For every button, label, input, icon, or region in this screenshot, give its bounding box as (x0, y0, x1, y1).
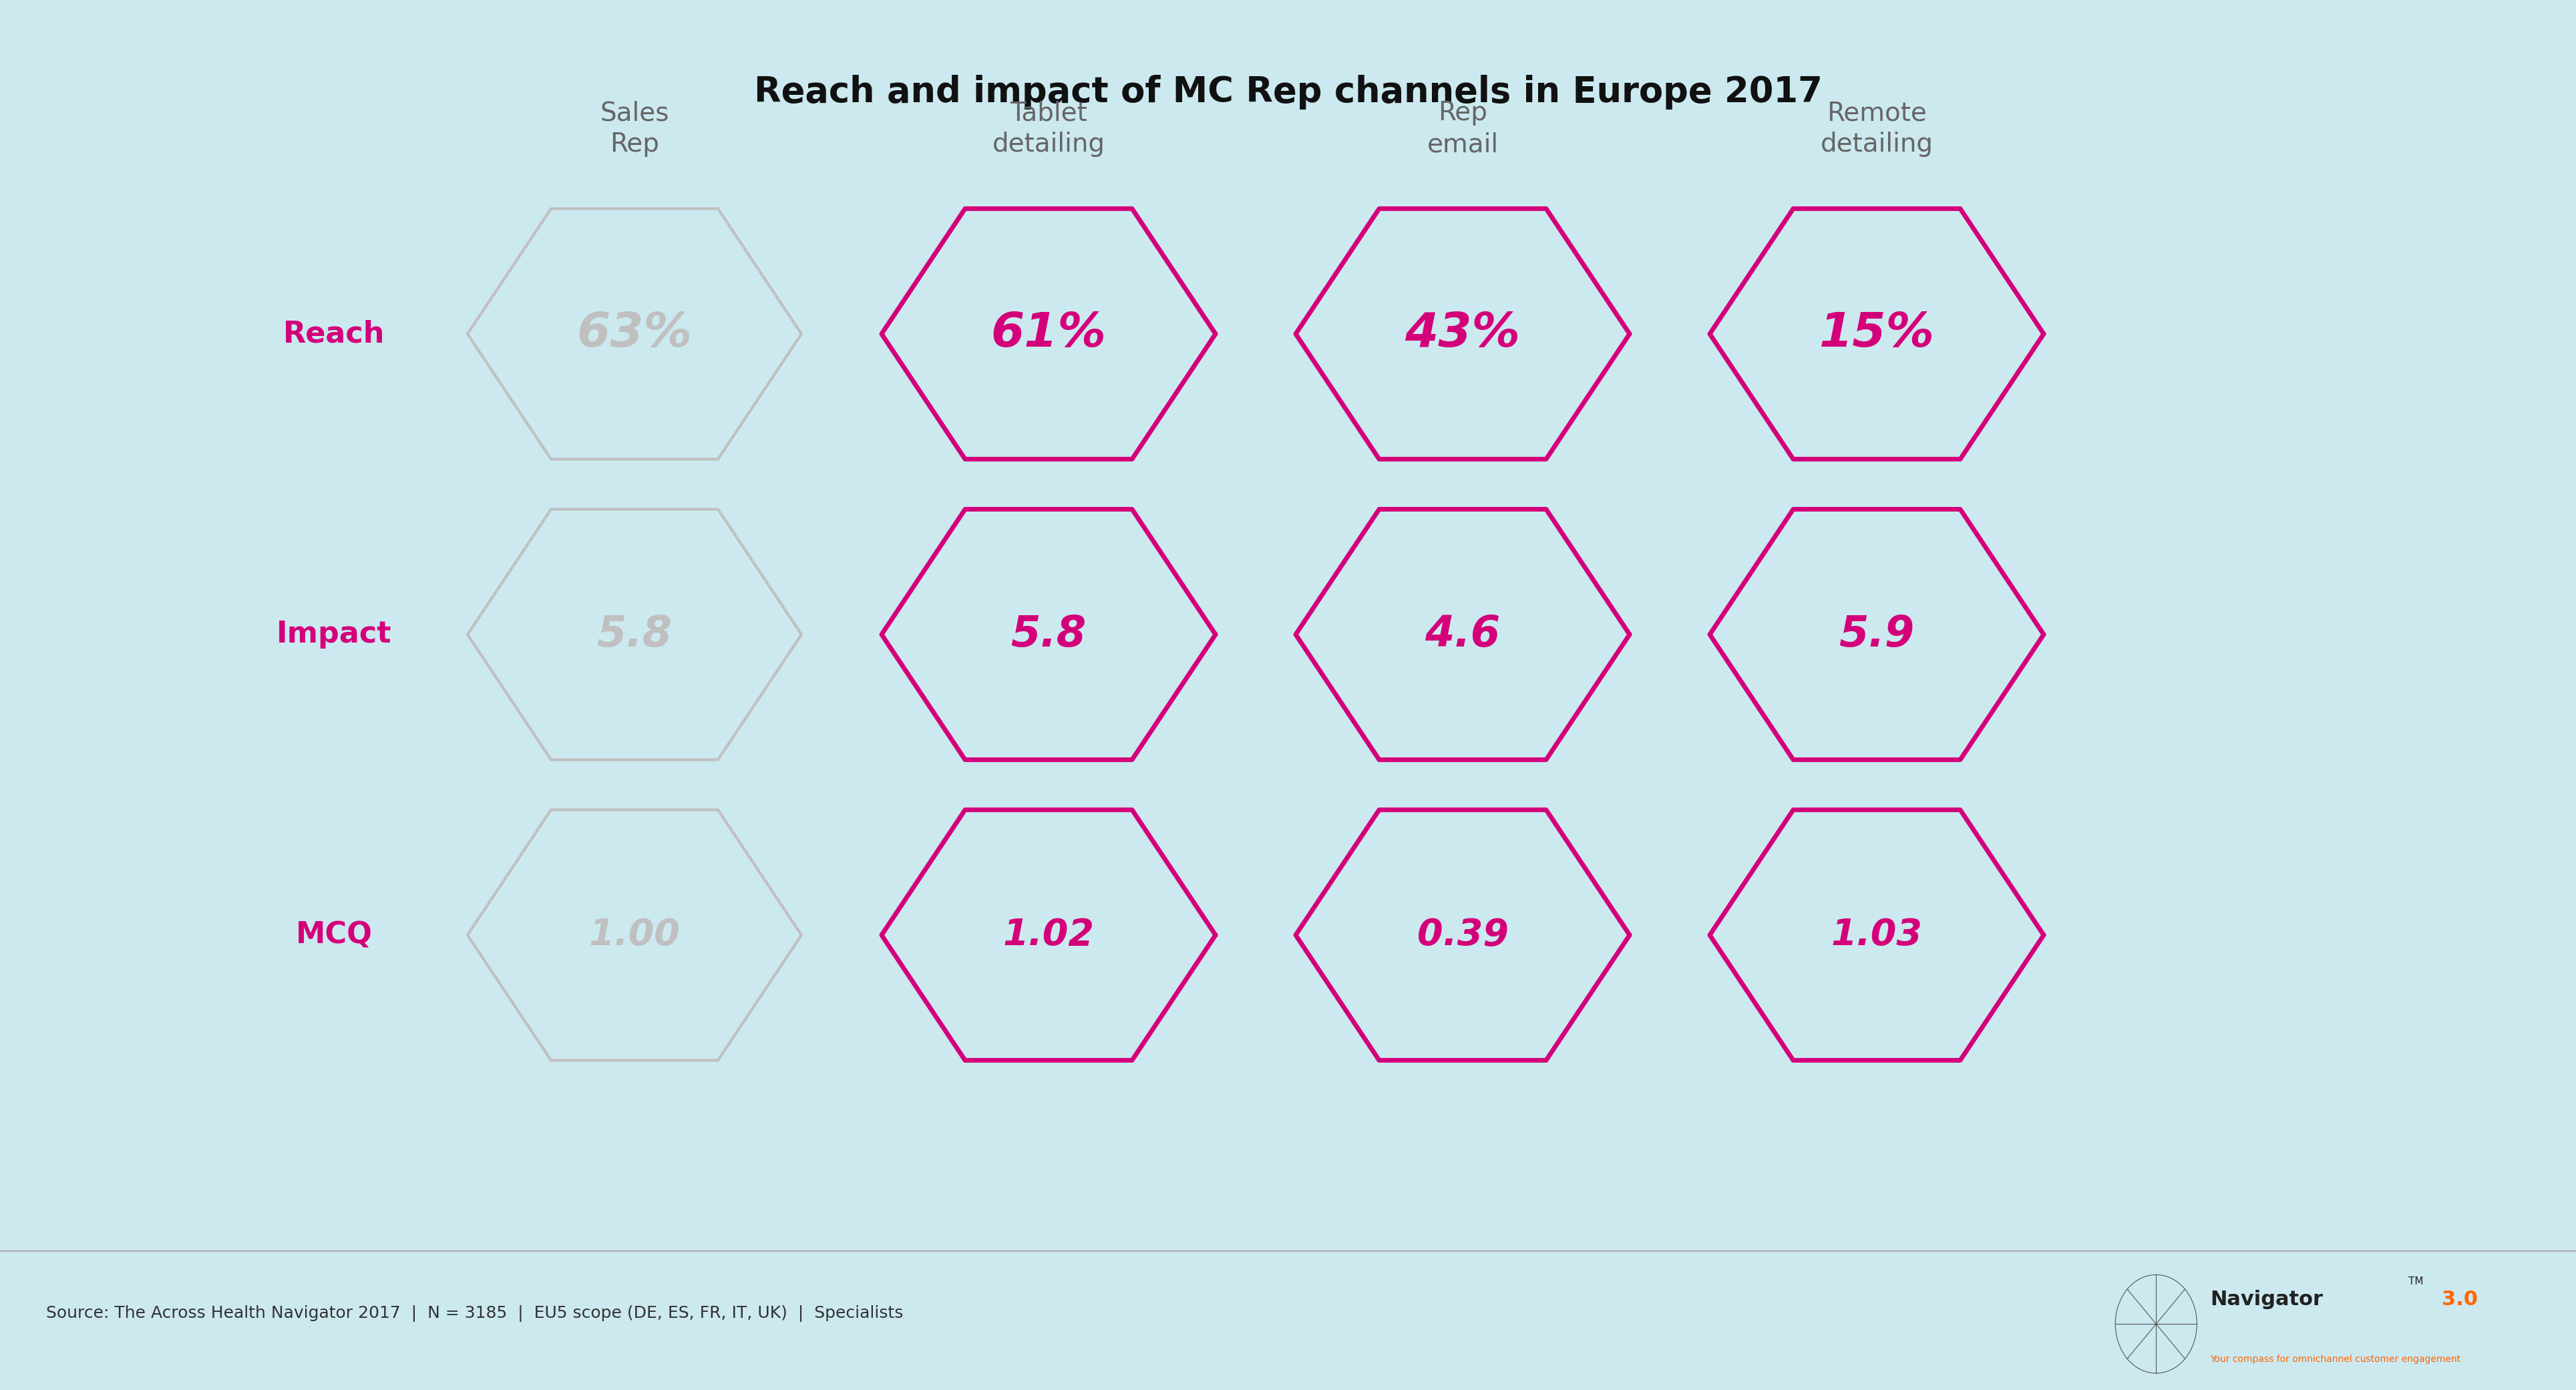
Text: Remote
detailing: Remote detailing (1821, 100, 1932, 157)
Text: Impact: Impact (276, 620, 392, 649)
Text: 43%: 43% (1404, 311, 1520, 357)
Text: Reach: Reach (283, 320, 384, 349)
Text: 1.02: 1.02 (1002, 917, 1095, 954)
Text: 1.00: 1.00 (590, 917, 680, 954)
Text: 1.03: 1.03 (1832, 917, 1922, 954)
Text: MCQ: MCQ (296, 920, 374, 949)
Text: TM: TM (2409, 1276, 2424, 1287)
Text: 3.0: 3.0 (2442, 1290, 2478, 1309)
Text: 4.6: 4.6 (1425, 614, 1499, 655)
Text: Reach and impact of MC Rep channels in Europe 2017: Reach and impact of MC Rep channels in E… (755, 75, 1821, 110)
Text: 15%: 15% (1819, 311, 1935, 357)
Text: 61%: 61% (992, 311, 1105, 357)
Text: 5.8: 5.8 (1010, 614, 1087, 655)
Text: 5.8: 5.8 (598, 614, 672, 655)
Text: Rep
email: Rep email (1427, 100, 1499, 157)
Text: Your compass for omnichannel customer engagement: Your compass for omnichannel customer en… (2210, 1355, 2460, 1364)
Text: Navigator: Navigator (2210, 1290, 2324, 1309)
Text: 63%: 63% (577, 311, 693, 357)
Text: Sales
Rep: Sales Rep (600, 100, 670, 157)
Text: 5.9: 5.9 (1839, 614, 1914, 655)
Text: 0.39: 0.39 (1417, 917, 1510, 954)
Text: Source: The Across Health Navigator 2017  |  N = 3185  |  EU5 scope (DE, ES, FR,: Source: The Across Health Navigator 2017… (46, 1305, 904, 1322)
Text: Tablet
detailing: Tablet detailing (992, 100, 1105, 157)
